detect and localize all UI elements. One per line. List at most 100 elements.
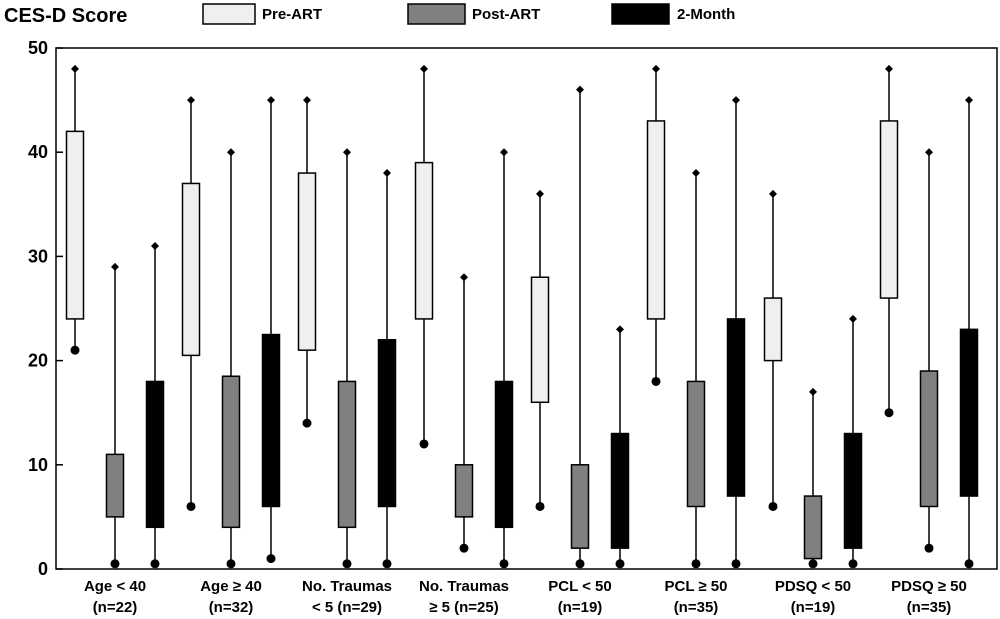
category-label-line2: (n=35) — [907, 599, 952, 616]
box-post-art — [570, 464, 590, 549]
max-marker — [925, 148, 933, 157]
y-tick-label: 40 — [28, 142, 48, 162]
category-label-line1: Age ≥ 40 — [200, 578, 262, 595]
min-marker — [575, 559, 585, 569]
category-label-line1: No. Traumas — [302, 578, 392, 595]
legend-swatch-pre-art — [202, 3, 256, 25]
max-marker — [616, 325, 624, 334]
box-2-month — [843, 432, 863, 549]
max-marker — [71, 64, 79, 73]
max-marker — [965, 96, 973, 105]
box-post-art — [337, 380, 357, 529]
box-2-month — [377, 339, 397, 508]
box-pre-art — [646, 120, 666, 320]
min-marker — [382, 559, 392, 569]
min-marker — [150, 559, 160, 569]
min-marker — [615, 559, 625, 569]
max-marker — [885, 64, 893, 73]
min-marker — [924, 543, 934, 553]
max-marker — [460, 273, 468, 282]
box-2-month — [261, 333, 281, 508]
min-marker — [70, 345, 80, 355]
box-group — [646, 64, 746, 569]
category-label-line1: PCL < 50 — [548, 578, 612, 595]
box-group — [879, 64, 979, 569]
max-marker — [732, 96, 740, 105]
max-marker — [267, 96, 275, 105]
box-2-month — [726, 318, 746, 497]
category-label-line1: No. Traumas — [419, 578, 509, 595]
box-pre-art — [763, 297, 783, 362]
min-marker — [419, 439, 429, 449]
max-marker — [652, 64, 660, 73]
max-marker — [500, 148, 508, 157]
max-marker — [576, 85, 584, 94]
box-post-art — [454, 464, 474, 518]
min-marker — [302, 418, 312, 428]
max-marker — [849, 314, 857, 323]
min-marker — [808, 559, 818, 569]
plot-area — [55, 47, 998, 570]
box-group — [414, 64, 514, 569]
category-label-line2: (n=19) — [791, 599, 836, 616]
category-label-line1: PCL ≥ 50 — [665, 578, 728, 595]
y-tick-label: 0 — [38, 559, 48, 579]
category-label-line2: ≥ 5 (n=25) — [429, 599, 499, 616]
box-group — [763, 189, 863, 569]
box-group — [181, 96, 281, 569]
box-pre-art — [65, 130, 85, 320]
max-marker — [187, 96, 195, 105]
max-marker — [151, 241, 159, 250]
box-2-month — [610, 432, 630, 549]
box-group — [65, 64, 165, 569]
max-marker — [383, 169, 391, 178]
legend-swatch-2-month — [611, 3, 670, 25]
max-marker — [692, 169, 700, 178]
box-post-art — [105, 453, 125, 518]
min-marker — [884, 408, 894, 418]
min-marker — [499, 559, 509, 569]
box-2-month — [494, 380, 514, 529]
box-pre-art — [530, 276, 550, 404]
box-2-month — [959, 328, 979, 497]
max-marker — [111, 262, 119, 271]
category-label-line1: PDSQ < 50 — [775, 578, 851, 595]
box-post-art — [803, 495, 823, 560]
category-label-line2: (n=19) — [558, 599, 603, 616]
y-tick-label: 10 — [28, 455, 48, 475]
max-marker — [536, 189, 544, 198]
y-tick-label: 30 — [28, 246, 48, 266]
box-series — [65, 64, 979, 569]
box-group — [530, 85, 630, 569]
category-label-line2: (n=35) — [674, 599, 719, 616]
min-marker — [848, 559, 858, 569]
max-marker — [420, 64, 428, 73]
min-marker — [651, 376, 661, 386]
y-axis: 0 10 20 30 40 50 — [28, 38, 63, 579]
box-post-art — [919, 370, 939, 508]
legend-swatch-post-art — [407, 3, 466, 25]
y-tick-label: 20 — [28, 351, 48, 371]
max-marker — [303, 96, 311, 105]
max-marker — [769, 189, 777, 198]
x-axis-labels: Age < 40 (n=22) Age ≥ 40 (n=32) No. Traumas <… — [84, 578, 967, 616]
box-pre-art — [414, 161, 434, 320]
min-marker — [342, 559, 352, 569]
min-marker — [964, 559, 974, 569]
min-marker — [459, 543, 469, 553]
box-post-art — [686, 380, 706, 508]
category-label-line2: (n=32) — [209, 599, 254, 616]
box-2-month — [145, 380, 165, 529]
min-marker — [691, 559, 701, 569]
legend: Pre-ART Post-ART 2-Month — [202, 3, 735, 25]
min-marker — [186, 501, 196, 511]
min-marker — [226, 559, 236, 569]
max-marker — [809, 387, 817, 396]
min-marker — [731, 559, 741, 569]
max-marker — [343, 148, 351, 157]
category-label-line1: PDSQ ≥ 50 — [891, 578, 967, 595]
box-group — [297, 96, 397, 569]
category-label-line2: < 5 (n=29) — [312, 599, 382, 616]
legend-label-post-art: Post-ART — [472, 6, 540, 23]
